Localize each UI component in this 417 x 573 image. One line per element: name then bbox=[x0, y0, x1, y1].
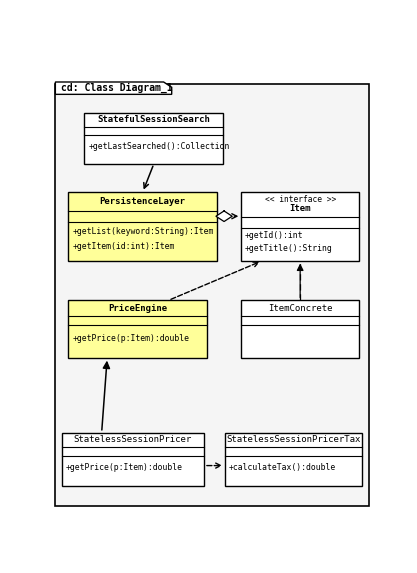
Bar bbox=[225, 433, 362, 486]
Bar bbox=[241, 300, 359, 358]
Text: +getLastSearched():Collection: +getLastSearched():Collection bbox=[88, 142, 230, 151]
Text: +getTitle():String: +getTitle():String bbox=[245, 244, 333, 253]
Text: ItemConcrete: ItemConcrete bbox=[268, 304, 332, 313]
Polygon shape bbox=[55, 82, 172, 95]
Text: << interface >>: << interface >> bbox=[264, 195, 336, 203]
Text: +getPrice(p:Item):double: +getPrice(p:Item):double bbox=[72, 333, 189, 343]
Bar bbox=[68, 300, 207, 358]
Text: +getItem(id:int):Item: +getItem(id:int):Item bbox=[72, 242, 175, 251]
Text: StatefulSessionSearch: StatefulSessionSearch bbox=[98, 115, 210, 124]
Polygon shape bbox=[216, 211, 232, 222]
Bar bbox=[68, 193, 217, 261]
Text: StatelessSessionPricerTax: StatelessSessionPricerTax bbox=[226, 435, 361, 445]
Text: +getId():int: +getId():int bbox=[245, 231, 304, 240]
Bar bbox=[84, 113, 224, 164]
Text: Item: Item bbox=[289, 205, 311, 213]
Text: PriceEngine: PriceEngine bbox=[108, 304, 167, 313]
Bar bbox=[62, 433, 204, 486]
Text: StatelessSessionPricer: StatelessSessionPricer bbox=[74, 435, 192, 445]
Text: +getList(keyword:String):Item: +getList(keyword:String):Item bbox=[72, 226, 214, 236]
Text: cd: Class Diagram_1: cd: Class Diagram_1 bbox=[61, 83, 173, 93]
Text: PersistenceLayer: PersistenceLayer bbox=[100, 197, 186, 206]
Bar bbox=[241, 193, 359, 261]
Text: +calculateTax():double: +calculateTax():double bbox=[229, 463, 336, 472]
Text: +getPrice(p:Item):double: +getPrice(p:Item):double bbox=[66, 463, 183, 472]
